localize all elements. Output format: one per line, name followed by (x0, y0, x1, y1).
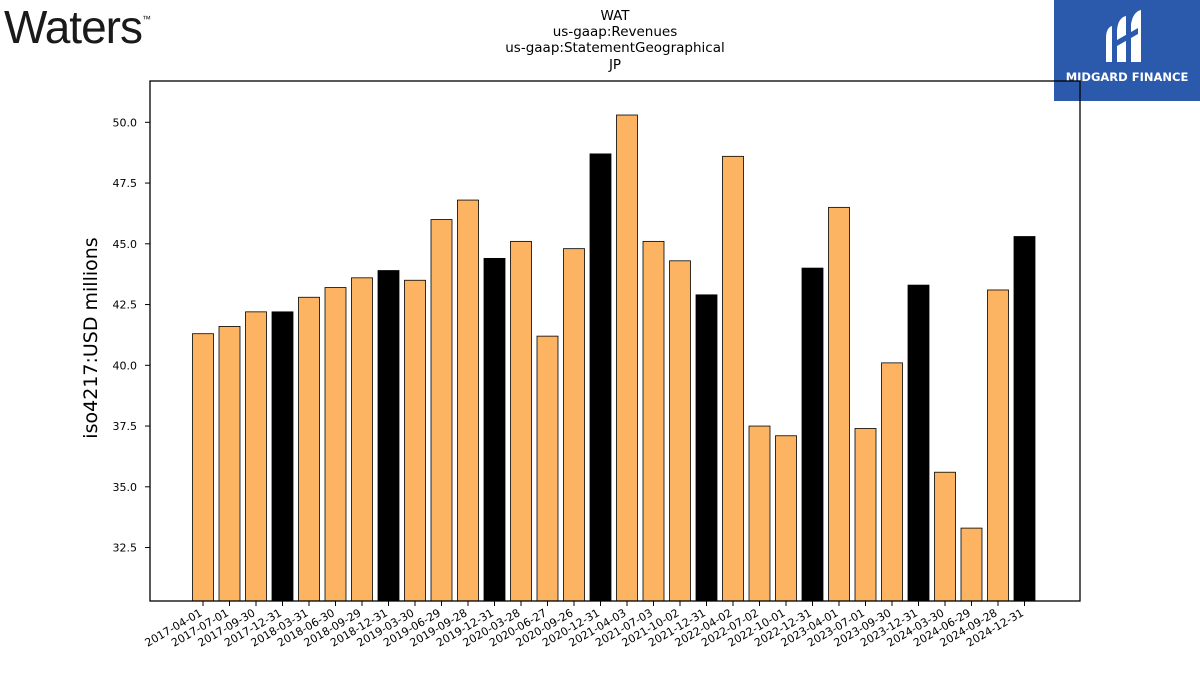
bar-2019-12-31 (483, 257, 506, 602)
bar-2019-06-29 (430, 219, 453, 602)
bar-2021-12-31 (695, 294, 718, 602)
chart-title-line-4: JP (608, 57, 621, 73)
bar-2017-09-30 (245, 311, 267, 602)
bar-2021-10-02 (669, 260, 691, 602)
bar-2018-09-29 (351, 277, 373, 602)
bar-2019-09-28 (457, 199, 479, 602)
bar-series (192, 114, 1036, 602)
midgard-logo-icon (1106, 10, 1141, 62)
bar-2024-12-31 (1013, 236, 1036, 602)
y-tick-label: 42.5 (113, 299, 138, 312)
chart-title-line-2: us-gaap:Revenues (553, 24, 678, 40)
y-tick-label: 32.5 (113, 542, 138, 555)
bar-2020-03-28 (510, 240, 532, 602)
bar-2024-06-29 (960, 527, 983, 602)
bar-2020-12-31 (589, 153, 612, 602)
bar-2023-09-30 (881, 362, 903, 602)
bar-2017-04-01 (192, 333, 214, 602)
bar-2020-06-27 (536, 335, 559, 602)
bar-2017-12-31 (271, 311, 294, 602)
bar-2023-04-01 (828, 206, 850, 602)
bar-2022-07-02 (748, 425, 771, 602)
bar-2022-12-31 (801, 267, 824, 602)
y-tick-label: 40.0 (113, 359, 138, 372)
bar-2017-07-01 (218, 326, 241, 602)
midgard-finance-logo: MIDGARD FINANCE (1054, 0, 1200, 101)
chart-title-line-1: WAT (600, 8, 630, 24)
chart-title: WAT us-gaap:Revenues us-gaap:StatementGe… (505, 8, 724, 73)
plot-frame (149, 80, 1081, 602)
waters-logo: Waters™ (4, 1, 151, 53)
bar-2024-09-28 (987, 289, 1009, 602)
midgard-finance-name: MIDGARD FINANCE (1065, 70, 1189, 84)
bar-2023-12-31 (907, 284, 930, 602)
y-tick-label: 37.5 (113, 420, 138, 433)
bar-2020-09-26 (563, 248, 585, 602)
bar-2018-12-31 (377, 270, 400, 602)
bar-2021-07-03 (642, 240, 665, 602)
bar-2018-03-31 (298, 296, 320, 602)
y-tick-label: 45.0 (113, 238, 138, 251)
bar-2019-03-30 (404, 279, 426, 602)
y-tick-label: 47.5 (113, 177, 138, 190)
bar-2018-06-30 (324, 287, 347, 602)
bar-2024-03-30 (934, 471, 956, 602)
bar-2021-04-03 (616, 114, 638, 602)
y-axis-label: iso4217:USD millions (80, 237, 102, 438)
bar-2022-04-02 (722, 155, 744, 602)
y-tick-label: 35.0 (113, 481, 138, 494)
y-tick-label: 50.0 (113, 116, 138, 129)
bar-2022-10-01 (775, 435, 797, 602)
bar-2023-07-01 (854, 428, 877, 602)
y-axis: 32.5 35.0 37.5 40.0 42.5 45.0 47.5 50.0 (113, 116, 150, 555)
chart-title-line-3: us-gaap:StatementGeographical (505, 40, 724, 56)
x-axis: 2017-04-012017-07-012017-09-302017-12-31… (143, 601, 1026, 650)
